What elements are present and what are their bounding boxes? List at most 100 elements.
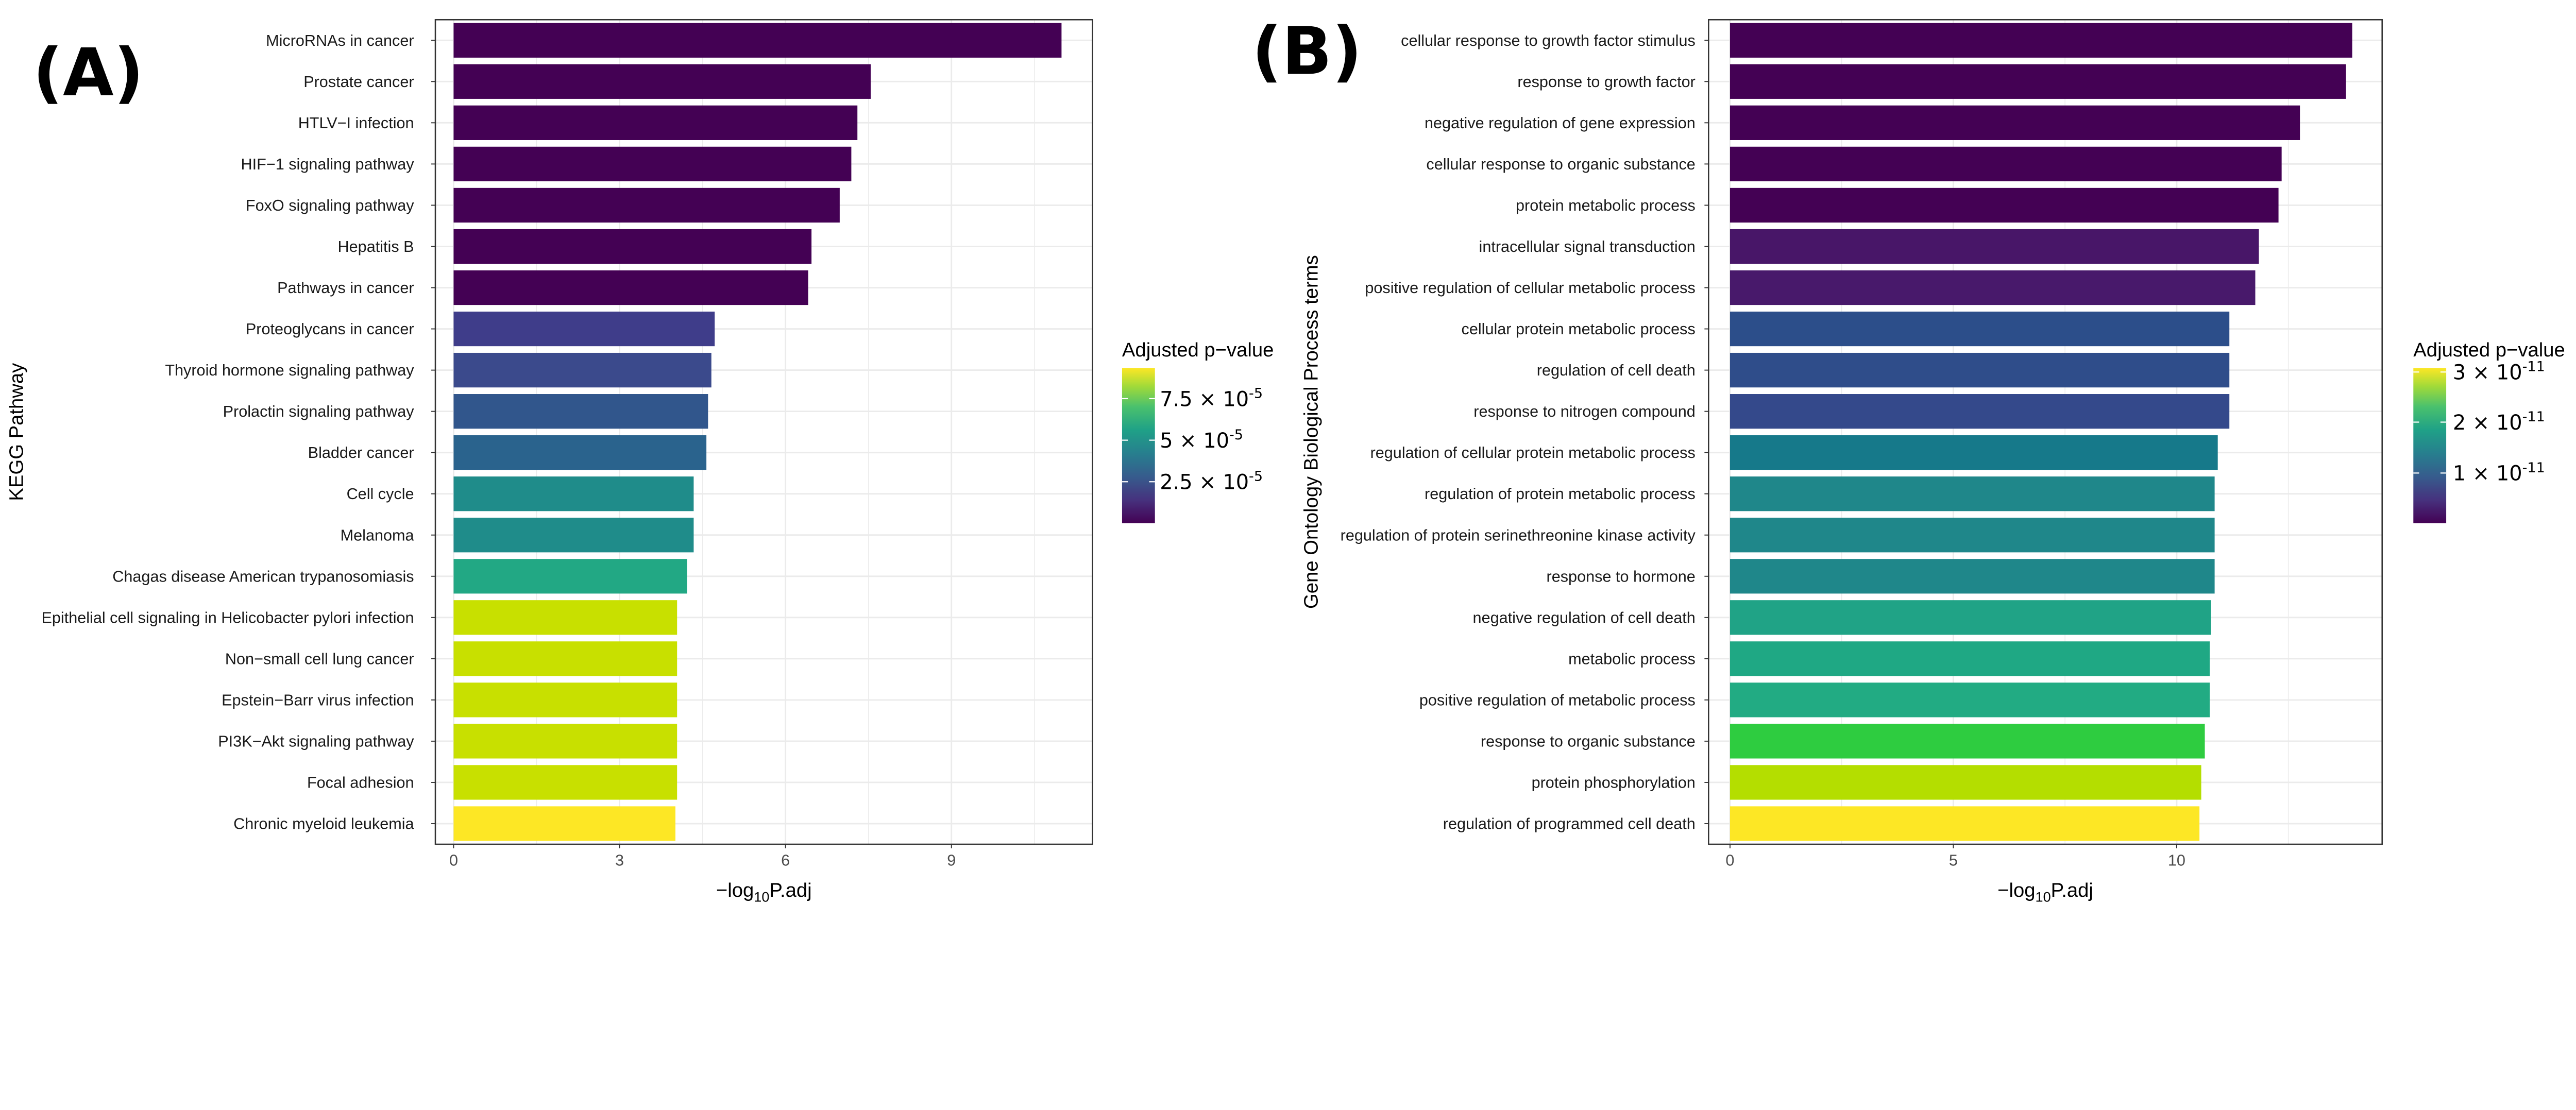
category-label: Prostate cancer <box>303 73 414 91</box>
panel-b-go-chart: cellular response to growth factor stimu… <box>1252 13 2565 904</box>
panel-label: (A) <box>33 35 144 111</box>
bar <box>1730 641 2210 676</box>
tick-exponent: -5 <box>1249 469 1263 485</box>
x-axis-title: −log10P.adj <box>716 879 812 905</box>
x-tick-label: 0 <box>449 851 458 869</box>
category-label: Proteoglycans in cancer <box>246 320 414 338</box>
tick-exponent: -5 <box>1249 385 1263 401</box>
plot-panel <box>1708 20 2382 845</box>
legend-title: Adjusted p−value <box>1122 339 1274 361</box>
tick-exponent: -5 <box>1229 427 1243 443</box>
category-label: negative regulation of cell death <box>1473 609 1696 626</box>
x-title-prefix: −log <box>1997 879 2035 901</box>
category-label: regulation of programmed cell death <box>1443 815 1696 833</box>
bar <box>1730 765 2201 800</box>
category-label: regulation of protein metabolic process <box>1425 485 1696 503</box>
tick-exponent: -11 <box>2522 460 2545 476</box>
bar <box>453 229 812 264</box>
y-axis-title: Gene Ontology Biological Process terms <box>1300 255 1322 609</box>
bar <box>453 311 715 347</box>
category-label: response to nitrogen compound <box>1473 403 1696 420</box>
tick-mantissa: 2 × 10 <box>2453 411 2522 435</box>
bar <box>453 476 694 511</box>
bar <box>1730 23 2352 58</box>
tick-mantissa: 3 × 10 <box>2453 361 2522 385</box>
bar <box>1730 352 2230 388</box>
tick-mantissa: 1 × 10 <box>2453 462 2522 486</box>
bar <box>453 23 1062 58</box>
category-label: Non−small cell lung cancer <box>225 650 414 668</box>
category-label: Prolactin signaling pathway <box>223 403 415 420</box>
panel-label: (B) <box>1252 13 1362 90</box>
x-title-subscript: 10 <box>2036 889 2051 905</box>
bar <box>1730 724 2205 759</box>
bar <box>1730 682 2210 718</box>
bar <box>1730 476 2215 511</box>
x-title-suffix: P.adj <box>769 879 811 901</box>
bar <box>1730 146 2282 182</box>
category-label: Epstein−Barr virus infection <box>222 691 414 709</box>
category-label: Epithelial cell signaling in Helicobacte… <box>41 609 414 626</box>
category-label: Thyroid hormone signaling pathway <box>165 362 414 379</box>
plot-panel <box>435 20 1093 845</box>
category-label: Cell cycle <box>347 485 414 503</box>
category-label: cellular protein metabolic process <box>1462 320 1696 338</box>
tick-exponent: -11 <box>2522 409 2545 425</box>
bar <box>1730 229 2259 264</box>
bar <box>1730 435 2218 470</box>
x-title-suffix: P.adj <box>2051 879 2093 901</box>
bar <box>1730 187 2279 223</box>
tick-mantissa: 7.5 × 10 <box>1160 387 1249 411</box>
category-label: Chagas disease American trypanosomiasis <box>112 568 414 585</box>
bar <box>453 394 708 429</box>
category-label: regulation of cellular protein metabolic… <box>1370 444 1696 462</box>
panel-a-kegg-chart: MicroRNAs in cancer Prostate cancer HTLV−I… <box>6 19 1274 905</box>
bar <box>1730 105 2300 140</box>
bar <box>453 352 711 388</box>
colorbar-tick-label: 2.5 × 10-5 <box>1160 469 1263 494</box>
bar <box>1730 600 2211 635</box>
bar <box>453 559 687 594</box>
category-label: Bladder cancer <box>308 444 414 462</box>
colorbar-tick-label: 1 × 10-11 <box>2453 460 2545 486</box>
colorbar-tick-label: 2 × 10-11 <box>2453 409 2545 435</box>
tick-mantissa: 5 × 10 <box>1160 429 1229 453</box>
bar <box>453 146 852 182</box>
colorbar <box>2413 368 2447 523</box>
bar <box>1730 806 2200 841</box>
category-label: cellular response to growth factor stimu… <box>1401 32 1696 49</box>
bar <box>1730 518 2215 553</box>
category-label: FoxO signaling pathway <box>246 197 414 214</box>
x-title-subscript: 10 <box>754 889 769 905</box>
plot-border <box>1708 19 2383 845</box>
category-label: positive regulation of cellular metaboli… <box>1365 279 1695 297</box>
category-label: Chronic myeloid leukemia <box>233 815 414 833</box>
bar <box>453 641 677 676</box>
figure: MicroRNAs in cancer Prostate cancer HTLV−I… <box>6 13 2565 905</box>
bar <box>1730 270 2256 305</box>
x-title-prefix: −log <box>716 879 754 901</box>
bar <box>453 105 858 140</box>
x-tick-label: 5 <box>1949 851 1958 869</box>
category-label: MicroRNAs in cancer <box>266 32 414 49</box>
bar <box>453 765 677 800</box>
bar <box>453 724 677 759</box>
bar <box>1730 559 2215 594</box>
bar <box>1730 394 2230 429</box>
category-label: metabolic process <box>1568 650 1696 668</box>
tick-mantissa: 2.5 × 10 <box>1160 471 1249 494</box>
colorbar-tick-label: 3 × 10-11 <box>2453 359 2545 385</box>
bar <box>453 270 808 305</box>
bar <box>453 64 871 99</box>
category-label: regulation of cell death <box>1537 362 1696 379</box>
bar <box>453 435 707 470</box>
x-tick-label: 3 <box>615 851 624 869</box>
category-label: protein metabolic process <box>1516 197 1696 214</box>
category-label: PI3K−Akt signaling pathway <box>218 732 414 750</box>
colorbar-tick-label: 7.5 × 10-5 <box>1160 385 1263 411</box>
bar <box>453 600 677 635</box>
category-label: intracellular signal transduction <box>1479 238 1696 255</box>
category-label: Pathways in cancer <box>277 279 414 297</box>
category-label: negative regulation of gene expression <box>1425 114 1696 132</box>
